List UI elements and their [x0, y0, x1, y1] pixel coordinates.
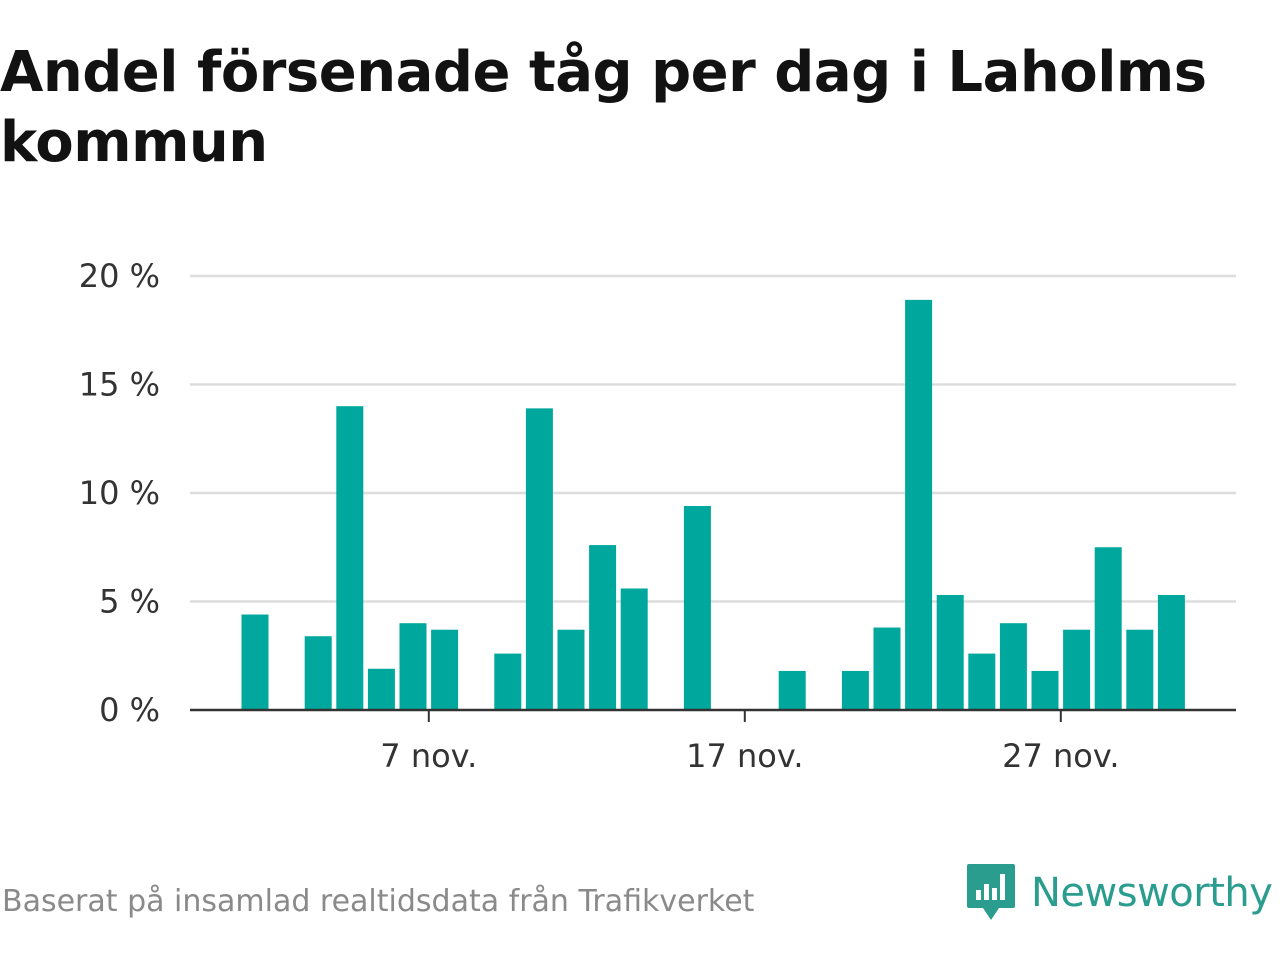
bar	[841, 670, 869, 710]
bar	[620, 588, 648, 710]
bar	[336, 406, 364, 710]
brand-name: Newsworthy	[1031, 870, 1273, 916]
bar	[241, 614, 269, 710]
bar	[494, 653, 522, 710]
bar	[873, 627, 901, 710]
x-axis-ticks: 7 nov. 17 nov. 27 nov.	[380, 710, 1119, 775]
y-axis-ticks: 0 % 5 % 10 % 15 % 20 %	[79, 257, 160, 729]
bar	[778, 670, 806, 710]
bar-chart: 0 % 5 % 10 % 15 % 20 % 7 nov. 17 nov. 27 nov.	[79, 257, 1236, 775]
bar	[431, 629, 459, 710]
bar	[1031, 670, 1059, 710]
bar	[1126, 629, 1154, 710]
bar	[1094, 547, 1122, 710]
x-tick-label: 7 nov.	[380, 737, 477, 775]
bar	[557, 629, 585, 710]
bar	[367, 668, 395, 710]
y-tick-label: 5 %	[99, 583, 160, 621]
bar	[304, 636, 332, 710]
bar	[1063, 629, 1091, 710]
bar	[905, 299, 933, 710]
bars	[241, 299, 1185, 710]
y-tick-label: 15 %	[79, 366, 160, 404]
bar	[399, 623, 427, 710]
bar	[999, 623, 1027, 710]
newsworthy-logo-icon	[967, 864, 1015, 920]
x-tick-label: 17 nov.	[686, 737, 803, 775]
y-tick-label: 10 %	[79, 474, 160, 512]
source-note: Baserat på insamlad realtidsdata från Tr…	[2, 884, 755, 919]
bar	[936, 594, 964, 710]
bar	[589, 545, 617, 710]
y-tick-label: 0 %	[99, 691, 160, 729]
bar	[525, 408, 553, 710]
bar	[968, 653, 996, 710]
bar	[683, 506, 711, 710]
chart-title: Andel försenade tåg per dag i Laholms ko…	[0, 40, 1207, 175]
brand[interactable]: Newsworthy	[965, 862, 1273, 924]
x-tick-label: 27 nov.	[1002, 737, 1119, 775]
bar	[1157, 594, 1185, 710]
y-tick-label: 20 %	[79, 257, 160, 295]
gridlines	[190, 274, 1236, 603]
